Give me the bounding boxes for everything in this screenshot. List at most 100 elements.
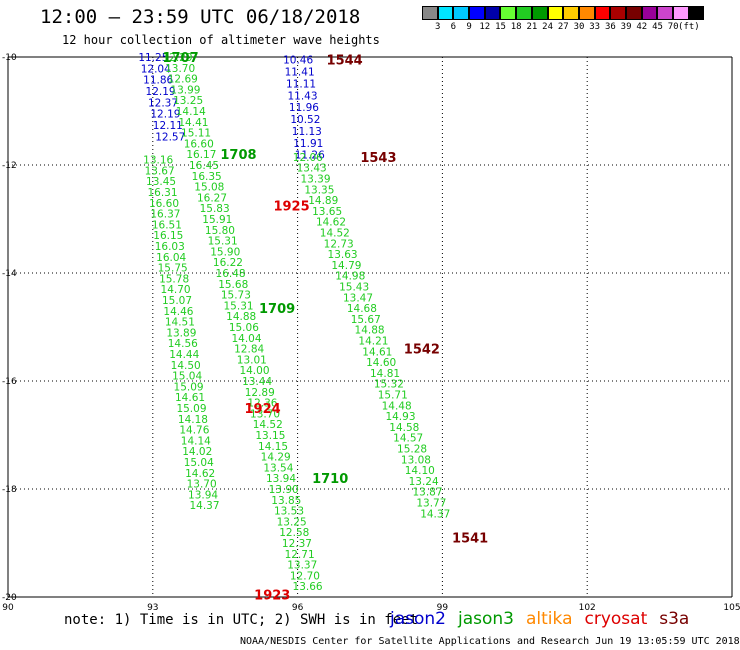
swh-value: 14.21 — [358, 336, 388, 348]
swh-value: 15.28 — [397, 444, 427, 456]
swh-value: 14.76 — [179, 425, 209, 437]
swh-value: 12.84 — [234, 344, 264, 356]
swh-value: 15.73 — [221, 290, 251, 302]
swh-value: 15.07 — [162, 295, 192, 307]
swh-value: 13.01 — [237, 354, 267, 366]
swh-value: 15.09 — [176, 403, 206, 415]
swh-value: 14.88 — [226, 311, 256, 323]
legend-swatch — [422, 6, 438, 20]
swh-value: 13.08 — [401, 454, 431, 466]
swh-value: 16.03 — [155, 241, 185, 253]
swh-value: 15.32 — [374, 379, 404, 391]
legend-label: 6 — [450, 22, 457, 32]
swh-value: 14.37 — [420, 508, 450, 520]
swh-value: 12.58 — [279, 527, 309, 539]
swh-value: 16.31 — [147, 187, 177, 199]
swh-value: 11.41 — [285, 67, 315, 79]
satellite-altika: altika — [526, 609, 573, 629]
legend-label: 24 — [542, 22, 554, 32]
swh-value: 12.06 — [293, 152, 323, 164]
swh-value: 16.37 — [150, 209, 180, 221]
swh-value: 16.35 — [192, 171, 222, 183]
swh-value: 13.25 — [173, 95, 203, 107]
swh-value: 13.53 — [274, 506, 304, 518]
swh-value: 14.14 — [181, 435, 211, 447]
swh-value: 14.56 — [168, 338, 198, 350]
legend-swatch — [547, 6, 564, 20]
swh-value: 14.10 — [405, 465, 435, 477]
swh-value: 16.60 — [149, 198, 179, 210]
lat-tick-label: -16 — [2, 377, 17, 387]
pass-time-label: 1923 — [254, 588, 290, 603]
pass-time-label: 1541 — [452, 532, 488, 547]
legend-label: 27 — [557, 22, 569, 32]
swh-value: 15.90 — [210, 246, 240, 258]
satellite-s3a: s3a — [659, 609, 690, 629]
legend-swatch — [469, 6, 485, 20]
lon-tick-label: 105 — [723, 603, 740, 613]
swh-value: 14.02 — [182, 446, 212, 458]
lon-tick-label: 90 — [2, 603, 14, 613]
legend-swatch — [578, 6, 595, 20]
swh-value: 13.25 — [277, 516, 307, 528]
swh-value: 14.61 — [362, 346, 392, 358]
swh-value: 13.85 — [271, 495, 301, 507]
swh-value: 14.81 — [370, 368, 400, 380]
color-legend — [422, 6, 705, 20]
swh-value: 11.11 — [286, 78, 316, 90]
legend-swatch — [625, 6, 642, 20]
legend-label: 36 — [604, 22, 616, 32]
legend-swatch — [500, 6, 517, 20]
swh-value: 16.51 — [152, 219, 182, 231]
note-text: note: 1) Time is in UTC; 2) SWH is in fe… — [64, 612, 419, 628]
swh-value: 13.70 — [250, 408, 280, 420]
swh-value: 13.39 — [300, 174, 330, 186]
swh-value: 13.77 — [416, 498, 446, 510]
legend-label: 21 — [526, 22, 538, 32]
legend-label: 70 — [667, 22, 679, 32]
swh-value: 12.89 — [245, 387, 275, 399]
legend-label: 30 — [573, 22, 585, 32]
swh-value: 15.78 — [159, 273, 189, 285]
swh-value: 13.44 — [242, 376, 272, 388]
swh-value: 12.70 — [290, 570, 320, 582]
legend-swatch — [531, 6, 548, 20]
swh-value: 14.14 — [176, 106, 206, 118]
swh-value: 16.60 — [184, 138, 214, 150]
page-subtitle: 12 hour collection of altimeter wave hei… — [62, 33, 380, 47]
swh-value: 11.26 — [295, 150, 325, 162]
swh-value: 13.43 — [297, 163, 327, 175]
swh-value: 14.04 — [231, 333, 261, 345]
swh-value: 15.31 — [224, 300, 254, 312]
swh-value: 14.88 — [355, 325, 385, 337]
swh-value: 13.35 — [304, 184, 334, 196]
swh-value: 14.60 — [366, 357, 396, 369]
legend-label: 15 — [495, 22, 506, 32]
swh-value: 16.22 — [213, 257, 243, 269]
swh-value: 14.70 — [161, 284, 191, 296]
swh-value: 14.46 — [163, 306, 193, 318]
swh-value: 10.52 — [290, 114, 320, 126]
swh-value: 12.37 — [148, 97, 178, 109]
swh-value: 12.57 — [155, 131, 185, 143]
swh-value: 15.06 — [229, 322, 259, 334]
swh-value: 13.15 — [255, 430, 285, 442]
swh-value: 11.13 — [292, 126, 322, 138]
legend-label: 42 — [636, 22, 648, 32]
swh-value: 13.94 — [266, 473, 296, 485]
swh-value: 13.16 — [143, 155, 173, 167]
swh-value: 12.04 — [141, 63, 171, 75]
swh-value: 13.89 — [166, 327, 196, 339]
swh-value: 14.52 — [320, 228, 350, 240]
swh-value: 14.00 — [239, 365, 269, 377]
satellite-legend: jason2 jason3 altika cryosat s3a — [390, 609, 701, 629]
swh-value: 14.44 — [169, 349, 199, 361]
legend-label: 12 — [479, 22, 491, 32]
swh-value: 12.19 — [146, 86, 176, 98]
swh-value: 14.29 — [261, 452, 291, 464]
legend-swatch — [657, 6, 673, 20]
lat-tick-label: -10 — [2, 53, 17, 63]
swh-value: 15.11 — [181, 128, 211, 140]
swh-value: 15.71 — [378, 390, 408, 402]
pass-time-label: 1709 — [259, 302, 295, 317]
